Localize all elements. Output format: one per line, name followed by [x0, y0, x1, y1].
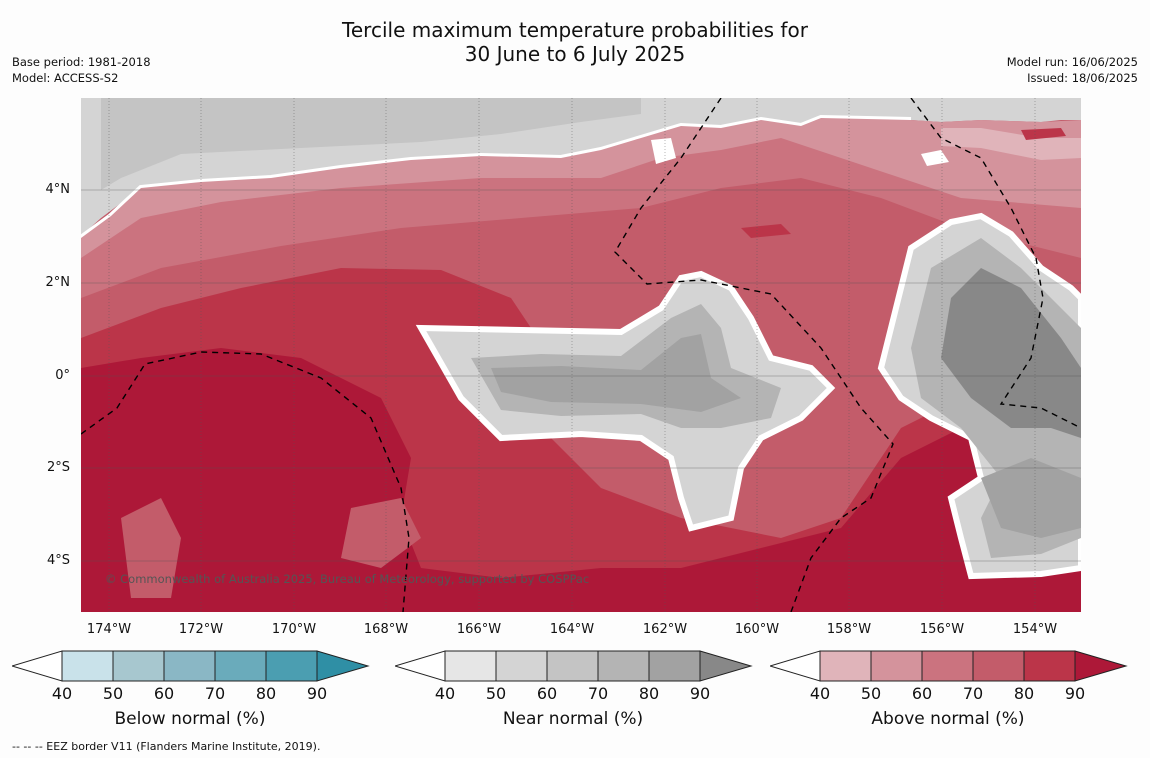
colorbar-below-normal: [12, 650, 370, 682]
colorbar-below-swatch-3: [163, 650, 216, 682]
colorbar-above-swatches: [819, 650, 1076, 682]
model-run: Model run: 16/06/2025: [1006, 55, 1138, 69]
colorbar-below-swatch-2: [112, 650, 165, 682]
base-period: Base period: 1981-2018: [12, 55, 151, 69]
colorbar-near-tick-70: 70: [587, 684, 609, 703]
lat-label-0: 0°: [55, 368, 70, 383]
colorbar-below-tick-70: 70: [204, 684, 226, 703]
colorbar-above-tick-70: 70: [962, 684, 984, 703]
colorbar-above-swatch-4: [972, 650, 1025, 682]
colorbar-above-normal: [770, 650, 1128, 682]
colorbar-above-tick-60: 60: [911, 684, 933, 703]
colorbar-below-tick-60: 60: [153, 684, 175, 703]
colorbar-above-label: Above normal (%): [871, 709, 1025, 729]
meta-left: Base period: 1981-2018 Model: ACCESS-S2: [12, 54, 151, 86]
meta-right: Model run: 16/06/2025 Issued: 18/06/2025: [1007, 54, 1138, 86]
lon-label-156w: 156°W: [919, 622, 965, 637]
lon-label-174w: 174°W: [86, 622, 132, 637]
colorbar-near-tick-40: 40: [434, 684, 456, 703]
lon-label-166w: 166°W: [456, 622, 502, 637]
colorbar-below-tick-90: 90: [306, 684, 328, 703]
model-name: Model: ACCESS-S2: [12, 71, 119, 85]
colorbar-below-tick-80: 80: [255, 684, 277, 703]
colorbar-near-tick-60: 60: [536, 684, 558, 703]
colorbar-near-swatches: [444, 650, 701, 682]
colorbar-near-swatch-1: [444, 650, 497, 682]
colorbar-near-normal: [395, 650, 753, 682]
title-line-2: 30 June to 6 July 2025: [464, 42, 686, 66]
colorbar-near-swatch-5: [648, 650, 701, 682]
colorbar-below-swatch-5: [265, 650, 318, 682]
colorbar-below-label: Below normal (%): [114, 709, 266, 729]
colorbar-near-max: [699, 650, 753, 682]
probability-map: © Commonwealth of Australia 2025, Bureau…: [81, 98, 1081, 612]
issued-date: Issued: 18/06/2025: [1027, 71, 1138, 85]
colorbar-above-tick-90: 90: [1064, 684, 1086, 703]
colorbar-below-tick-40: 40: [51, 684, 73, 703]
colorbar-above-tick-50: 50: [860, 684, 882, 703]
lon-label-168w: 168°W: [363, 622, 409, 637]
eez-footnote: -- -- -- EEZ border V11 (Flanders Marine…: [12, 740, 321, 753]
colorbar-near-swatch-3: [546, 650, 599, 682]
lon-label-162w: 162°W: [642, 622, 688, 637]
colorbar-below-swatch-4: [214, 650, 267, 682]
colorbar-above-swatch-2: [870, 650, 923, 682]
colorbar-below-swatch-1: [61, 650, 114, 682]
colorbar-near-swatch-4: [597, 650, 650, 682]
colorbar-above-swatch-3: [921, 650, 974, 682]
colorbar-above-tick-40: 40: [809, 684, 831, 703]
lat-label-2s: 2°S: [46, 460, 70, 475]
title-line-1: Tercile maximum temperature probabilitie…: [342, 18, 808, 42]
colorbar-below-swatches: [61, 650, 318, 682]
colorbar-near-label: Near normal (%): [502, 709, 644, 729]
colorbar-above-tick-80: 80: [1013, 684, 1035, 703]
lat-label-4n: 4°N: [45, 182, 71, 197]
lon-label-172w: 172°W: [178, 622, 224, 637]
lat-label-4s: 4°S: [46, 553, 70, 568]
lon-label-160w: 160°W: [734, 622, 780, 637]
lon-label-158w: 158°W: [826, 622, 872, 637]
colorbar-near-tick-80: 80: [638, 684, 660, 703]
colorbar-below-tick-50: 50: [102, 684, 124, 703]
colorbar-near-swatch-2: [495, 650, 548, 682]
colorbar-above-max: [1074, 650, 1128, 682]
colorbar-above-swatch-1: [819, 650, 872, 682]
colorbar-near-tick-50: 50: [485, 684, 507, 703]
lon-label-154w: 154°W: [1012, 622, 1058, 637]
lon-label-170w: 170°W: [271, 622, 317, 637]
colorbar-near-tick-90: 90: [689, 684, 711, 703]
lon-label-164w: 164°W: [549, 622, 595, 637]
colorbar-above-swatch-5: [1023, 650, 1076, 682]
lat-label-2n: 2°N: [45, 275, 71, 290]
colorbar-below-max: [316, 650, 370, 682]
map-title: Tercile maximum temperature probabilitie…: [0, 18, 1150, 66]
copyright-text: © Commonwealth of Australia 2025, Bureau…: [105, 572, 589, 586]
